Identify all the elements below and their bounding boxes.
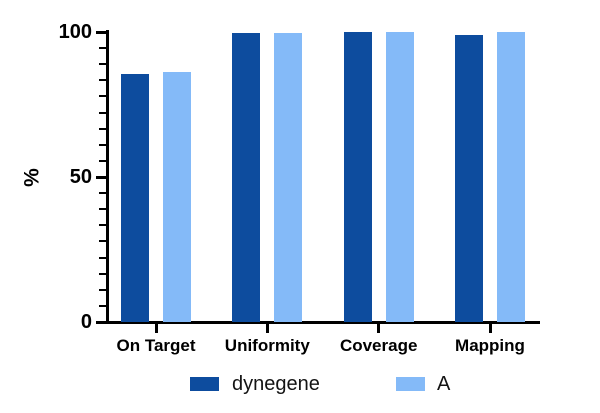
bar-dynegene-on-target	[121, 74, 149, 322]
y-minor-tick	[99, 208, 106, 211]
legend-label-a: A	[437, 373, 451, 395]
bar-dynegene-mapping	[455, 34, 483, 322]
y-minor-tick	[99, 95, 106, 98]
y-minor-tick	[99, 304, 106, 307]
bar-dynegene-uniformity	[232, 32, 261, 322]
y-minor-tick	[99, 224, 106, 227]
y-minor-tick	[99, 272, 106, 275]
x-major-tick	[377, 324, 381, 333]
bar-dynegene-coverage	[343, 32, 372, 322]
y-major-tick	[96, 175, 106, 179]
bar-a-mapping	[497, 32, 525, 322]
y-minor-tick	[99, 192, 106, 195]
x-axis-line	[106, 321, 540, 324]
legend-swatch-a	[396, 377, 425, 391]
y-minor-tick	[99, 288, 106, 291]
x-category-label-uniformity: Uniformity	[224, 336, 310, 355]
y-minor-tick	[99, 159, 106, 162]
x-major-tick	[265, 324, 269, 333]
x-category-label-on-target: On Target	[116, 336, 196, 355]
y-minor-tick	[99, 63, 106, 66]
bar-a-coverage	[385, 32, 414, 322]
y-minor-tick	[99, 127, 106, 130]
y-major-tick	[96, 320, 106, 324]
y-tick-label: 0	[80, 311, 92, 333]
x-category-label-coverage: Coverage	[339, 336, 418, 355]
y-minor-tick	[99, 143, 106, 146]
legend-label-dynegene: dynegene	[232, 373, 320, 395]
y-minor-tick	[99, 79, 106, 82]
legend-swatch-dynegene	[190, 377, 219, 391]
y-tick-label: 100	[58, 21, 92, 43]
x-category-label-mapping: Mapping	[455, 336, 525, 355]
y-minor-tick	[99, 111, 106, 114]
y-minor-tick	[99, 256, 106, 259]
y-axis-line	[106, 30, 109, 324]
x-major-tick	[488, 324, 492, 333]
bar-a-on-target	[163, 71, 191, 322]
x-major-tick	[154, 324, 158, 333]
y-major-tick	[96, 30, 106, 34]
y-tick-label: 50	[69, 166, 92, 188]
y-minor-tick	[99, 240, 106, 243]
y-minor-tick	[99, 47, 106, 50]
bar-a-uniformity	[274, 33, 303, 322]
